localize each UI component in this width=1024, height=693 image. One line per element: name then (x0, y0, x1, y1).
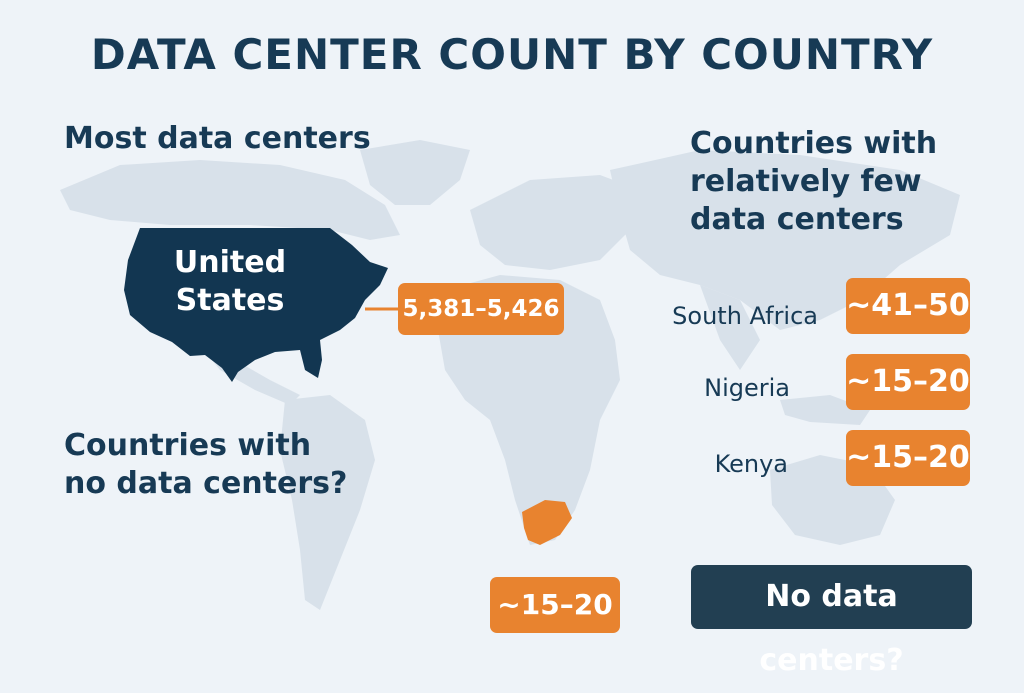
south-asia-landmass (700, 285, 760, 370)
page-title: DATA CENTER COUNT BY COUNTRY (90, 30, 934, 79)
country-label-kenya: Kenya (714, 450, 788, 478)
no-data-centers-badge: No data centers? (691, 565, 972, 678)
few-data-centers-heading: Countries with relatively few data cente… (690, 125, 990, 239)
none-heading-line2: no data centers? (64, 466, 348, 501)
few-heading-line3: data centers (690, 202, 904, 237)
greenland-landmass (360, 140, 470, 205)
country-label-south-africa: South Africa (672, 302, 818, 330)
africa-landmass (438, 275, 620, 545)
south-america-landmass (280, 395, 375, 610)
africa-count-badge: ~15–20 (490, 577, 620, 633)
most-data-centers-heading: Most data centers (64, 121, 371, 156)
united-states-label: United States (150, 244, 310, 320)
count-badge-south-africa: ~41–50 (846, 278, 970, 334)
count-badge-nigeria: ~15–20 (846, 354, 970, 410)
us-label-line1: United (173, 245, 287, 280)
few-heading-line1: Countries with (690, 126, 938, 161)
united-states-shape (124, 228, 388, 382)
few-heading-line2: relatively few (690, 164, 922, 199)
south-africa-shape (522, 500, 572, 545)
country-label-nigeria: Nigeria (704, 374, 790, 402)
us-count-badge: 5,381–5,426 (398, 283, 564, 335)
europe-landmass (470, 175, 640, 270)
none-heading-line1: Countries with (64, 428, 312, 463)
no-data-centers-heading: Countries with no data centers? (64, 427, 364, 503)
north-america-north-landmass (60, 160, 400, 240)
us-label-line2: States (175, 283, 285, 318)
count-badge-kenya: ~15–20 (846, 430, 970, 486)
